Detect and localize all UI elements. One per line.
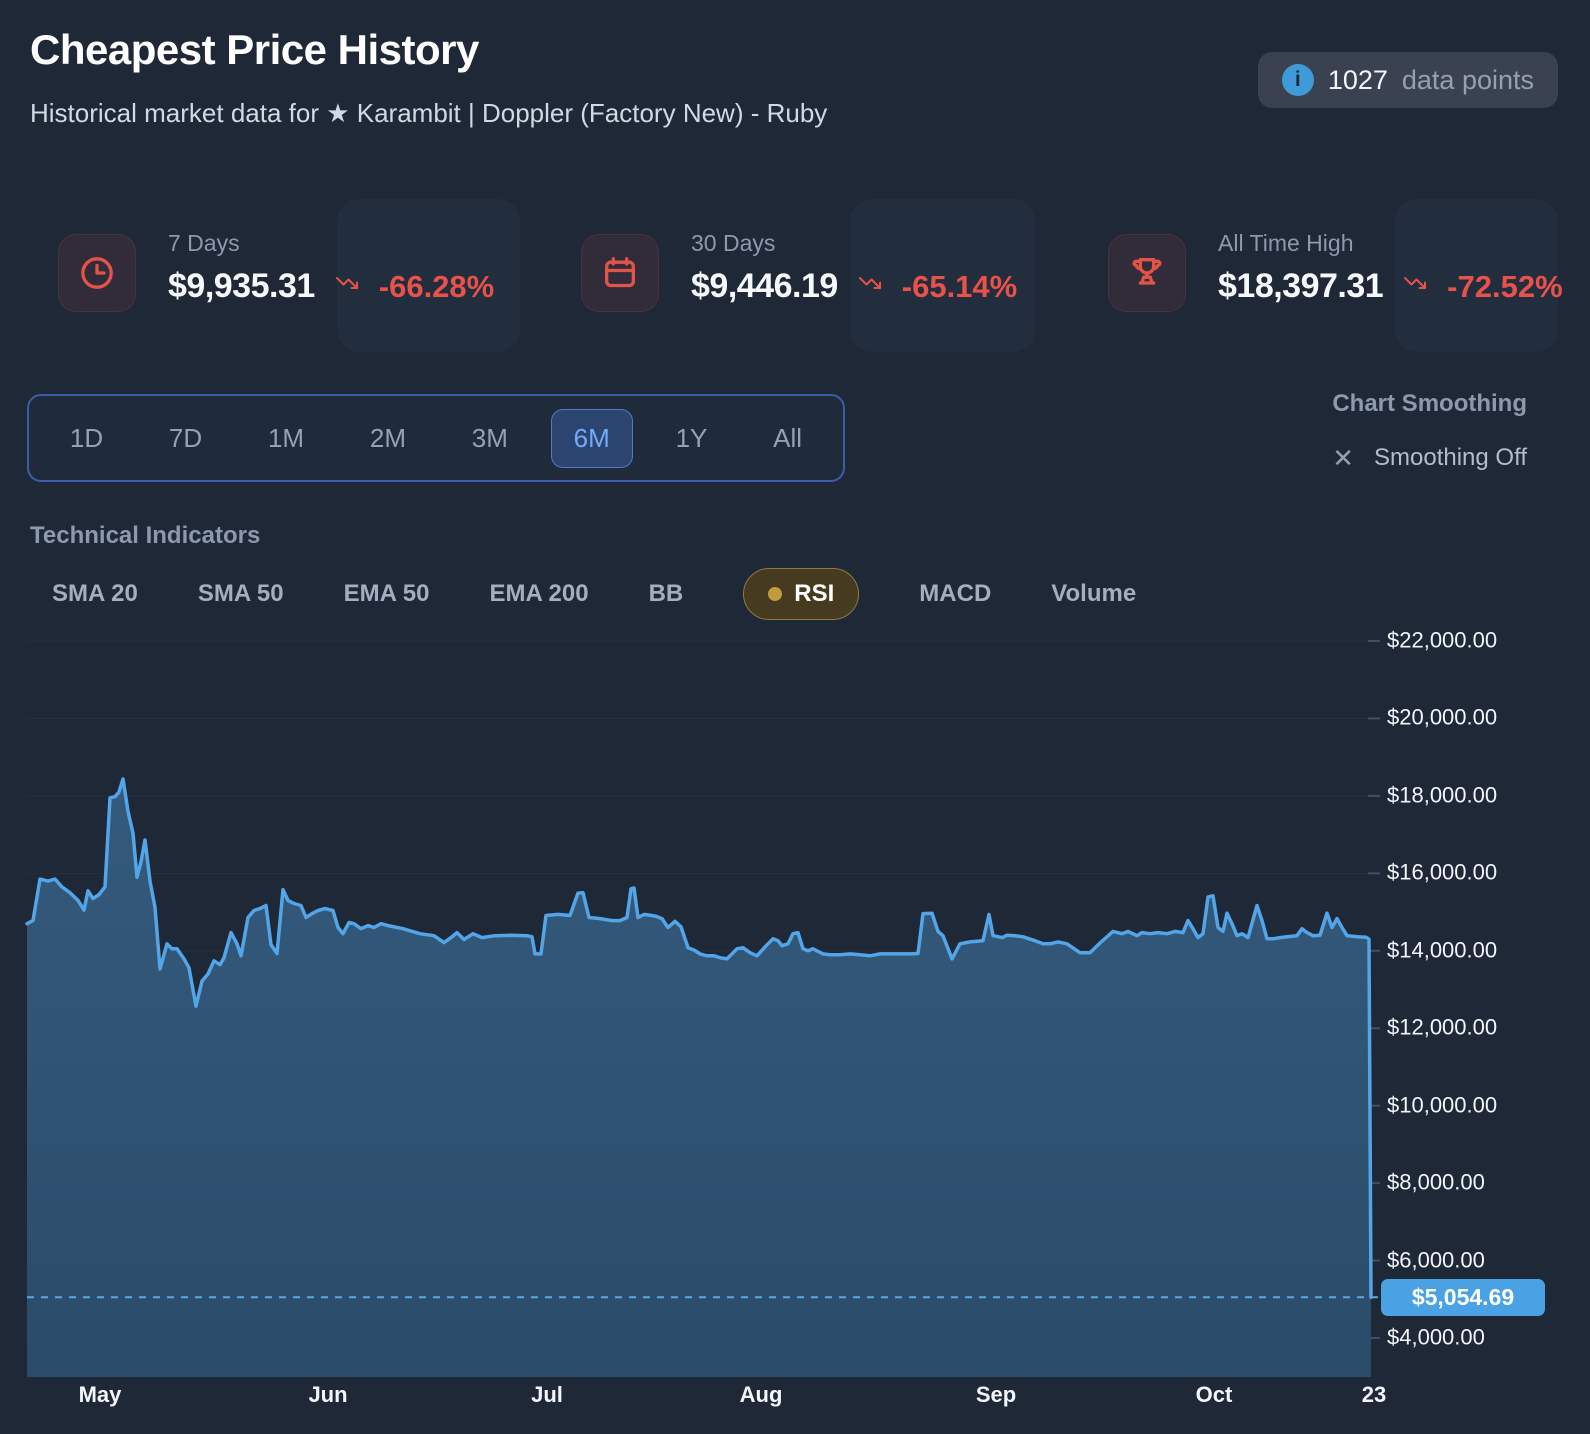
indicator-label: SMA 50 [197,580,284,607]
trend-down-icon [854,272,886,301]
trend-down-icon [331,272,363,301]
indicator-label: EMA 200 [489,580,589,607]
y-axis-label: $4,000.00 [1387,1324,1485,1350]
indicator-label: RSI [794,580,835,607]
data-points-badge: i 1027 data points [1257,52,1558,108]
smoothing-off-button[interactable]: ✕ Smoothing Off [1332,444,1527,472]
indicator-rsi[interactable]: RSI [743,568,860,620]
range-tab-all[interactable]: All [750,409,825,468]
x-axis-label: May [78,1382,122,1407]
range-tab-1d[interactable]: 1D [47,409,126,468]
indicator-label: Volume [1051,580,1137,607]
range-tab-6m[interactable]: 6M [550,408,633,468]
indicator-bb[interactable]: BB [649,580,684,608]
close-icon[interactable]: ✕ [1332,443,1355,473]
stat-change: -72.52% [1447,268,1563,304]
info-icon: i [1281,64,1314,96]
range-tab-2m[interactable]: 2M [347,409,429,468]
active-indicator-dot [768,587,783,601]
indicator-macd[interactable]: MACD [919,580,991,608]
stat-label: All Time High [1218,230,1354,256]
chart-smoothing: Chart Smoothing ✕ Smoothing Off [1332,390,1527,472]
page-title: Cheapest Price History [30,26,479,73]
price-area [27,778,1371,1377]
indicator-label: EMA 50 [343,580,430,607]
stat-change: -65.14% [901,268,1018,304]
stat-card-7-days: 7 Days $9,935.31 -66.28% [58,230,494,312]
range-tab-3m[interactable]: 3M [449,409,531,468]
stat-label: 30 Days [691,230,776,256]
indicator-row: SMA 20 SMA 50 EMA 50 EMA 200 BB RSI MACD Volume [52,566,1136,622]
clock-icon [58,234,136,312]
stat-glow-3 [1395,199,1558,352]
indicator-label: BB [648,580,684,607]
calendar-icon [581,234,659,312]
indicator-label: SMA 20 [52,580,138,607]
chart-smoothing-label: Chart Smoothing [1332,390,1527,417]
stat-card-all-time-high: All Time High $18,397.31 -72.52% [1108,230,1563,312]
y-axis-label: $14,000.00 [1387,937,1498,963]
page-subtitle: Historical market data for ★ Karambit | … [30,98,828,128]
y-axis-label: $10,000.00 [1387,1092,1498,1118]
current-price-badge: $5,054.69 [1381,1278,1545,1316]
y-axis-label: $6,000.00 [1387,1247,1485,1273]
smoothing-status: Smoothing Off [1374,444,1527,471]
x-axis-label: Oct [1195,1382,1233,1407]
x-axis-label: Aug [739,1382,783,1407]
x-axis-label: Sep [975,1382,1017,1407]
y-axis-label: $12,000.00 [1387,1014,1498,1040]
y-axis-label: $20,000.00 [1387,704,1498,730]
data-points-label: data points [1401,64,1534,95]
indicator-label: MACD [919,580,992,607]
y-axis-label: $22,000.00 [1387,627,1498,653]
stat-card-30-days: 30 Days $9,446.19 -65.14% [581,230,1017,312]
indicator-sma-50[interactable]: SMA 50 [198,580,284,608]
data-points-count: 1027 [1327,64,1388,95]
y-axis-label: $16,000.00 [1387,859,1498,885]
range-tab-1m[interactable]: 1M [245,409,327,468]
stat-glow-1 [337,199,520,352]
indicator-ema-200[interactable]: EMA 200 [489,580,588,608]
y-axis-label: $8,000.00 [1387,1169,1485,1195]
time-range-selector: 1D 7D 1M 2M 3M 6M 1Y All [27,394,845,482]
stat-value: $18,397.31 [1218,267,1384,305]
stat-value: $9,446.19 [691,267,838,305]
x-axis-label: Jul [531,1382,563,1407]
price-line [25,777,1373,1299]
x-axis-label: Jun [308,1382,348,1407]
stat-glow-2 [850,199,1035,352]
range-tab-7d[interactable]: 7D [146,409,225,468]
range-tab-1y[interactable]: 1Y [653,409,731,468]
indicator-volume[interactable]: Volume [1051,580,1136,608]
indicator-ema-50[interactable]: EMA 50 [344,580,430,608]
trophy-icon [1108,234,1186,312]
stat-value: $9,935.31 [168,267,315,305]
y-axis-label: $18,000.00 [1387,782,1498,808]
x-axis-label: 23 [1361,1382,1387,1407]
stat-label: 7 Days [168,230,240,256]
trend-down-icon [1399,272,1431,301]
technical-indicators-label: Technical Indicators [30,522,261,549]
stat-change: -66.28% [378,268,495,304]
indicator-sma-20[interactable]: SMA 20 [52,580,138,608]
